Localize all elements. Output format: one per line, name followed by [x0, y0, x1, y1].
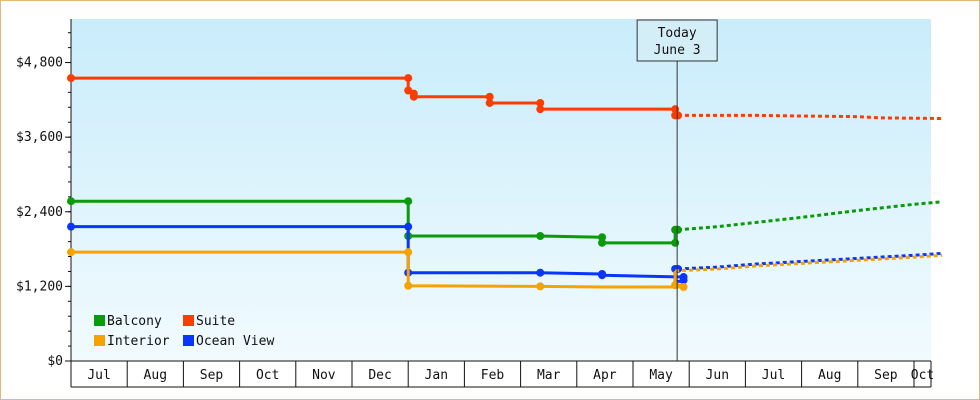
data-point-ocean-view: [536, 268, 545, 277]
today-marker: Today June 3: [636, 19, 718, 361]
data-point-interior: [67, 248, 75, 257]
x-tick-label: Jun: [706, 368, 729, 383]
data-point-ocean-view: [67, 222, 75, 231]
x-tick-label: Jul: [87, 368, 110, 383]
x-tick-label: Mar: [537, 368, 561, 383]
x-tick-label: May: [649, 368, 673, 383]
series-layer: [67, 74, 943, 292]
legend-swatch: [94, 315, 105, 326]
x-tick-label: Sep: [200, 368, 224, 383]
y-axis: $0 $1,200 $2,400 $3,600 $4,800: [16, 19, 72, 387]
y-tick-label: $1,200: [16, 279, 63, 294]
data-point-suite: [536, 105, 545, 114]
data-point-interior: [404, 281, 413, 290]
data-point-balcony: [67, 197, 75, 206]
legend-swatch: [183, 315, 194, 326]
y-tick-label: $4,800: [16, 56, 63, 71]
legend-label: Balcony: [107, 314, 162, 329]
data-point-balcony: [536, 232, 545, 241]
x-tick-label: Oct: [911, 368, 934, 383]
x-tick-label: Jan: [425, 368, 448, 383]
data-point-suite: [67, 74, 75, 83]
data-point-interior: [404, 248, 413, 257]
legend-swatch: [183, 335, 194, 346]
data-point-suite: [485, 98, 494, 107]
x-tick-label: Jul: [762, 368, 785, 383]
legend-label: Ocean View: [196, 334, 274, 349]
today-label: Today: [658, 26, 697, 41]
data-point-interior: [671, 281, 680, 290]
y-tick-label: $0: [47, 354, 63, 369]
y-tick-label: $3,600: [16, 130, 63, 145]
series-line-balcony: [71, 199, 677, 245]
y-tick-label: $2,400: [16, 205, 63, 220]
data-point-suite: [409, 92, 418, 101]
data-point-balcony: [598, 233, 607, 242]
data-point-suite: [536, 98, 545, 107]
data-point-suite: [404, 74, 413, 83]
x-axis: Jul Aug Sep Oct Nov Dec Jan Feb Mar Apr May Jun Jul A…: [70, 360, 934, 388]
data-point-balcony: [673, 225, 682, 234]
legend-label: Suite: [196, 314, 235, 329]
data-point-suite: [485, 92, 494, 101]
data-point-ocean-view: [679, 276, 688, 285]
data-point-balcony: [404, 197, 413, 206]
data-point-ocean-view: [598, 271, 607, 280]
x-tick-label: Sep: [874, 368, 898, 383]
data-point-suite: [673, 111, 682, 120]
x-tick-label: Feb: [481, 368, 505, 383]
data-point-ocean-view: [404, 222, 413, 231]
x-tick-label: Apr: [593, 368, 617, 383]
data-point-interior: [679, 283, 688, 292]
plot-area: [71, 19, 931, 361]
x-tick-label: Dec: [368, 368, 391, 383]
legend-label: Interior: [107, 334, 170, 349]
data-point-interior: [536, 282, 545, 291]
forecast-line-interior: [675, 253, 943, 273]
x-tick-label: Aug: [144, 368, 167, 383]
today-date: June 3: [654, 43, 701, 58]
legend-swatch: [94, 335, 105, 346]
x-tick-label: Aug: [818, 368, 841, 383]
data-point-balcony: [671, 238, 680, 247]
data-point-balcony: [598, 238, 607, 247]
x-tick-label: Nov: [312, 368, 336, 383]
legend: Balcony Suite Interior Ocean View: [94, 314, 274, 349]
today-label-box: [636, 19, 718, 62]
x-tick-label: Oct: [256, 368, 279, 383]
